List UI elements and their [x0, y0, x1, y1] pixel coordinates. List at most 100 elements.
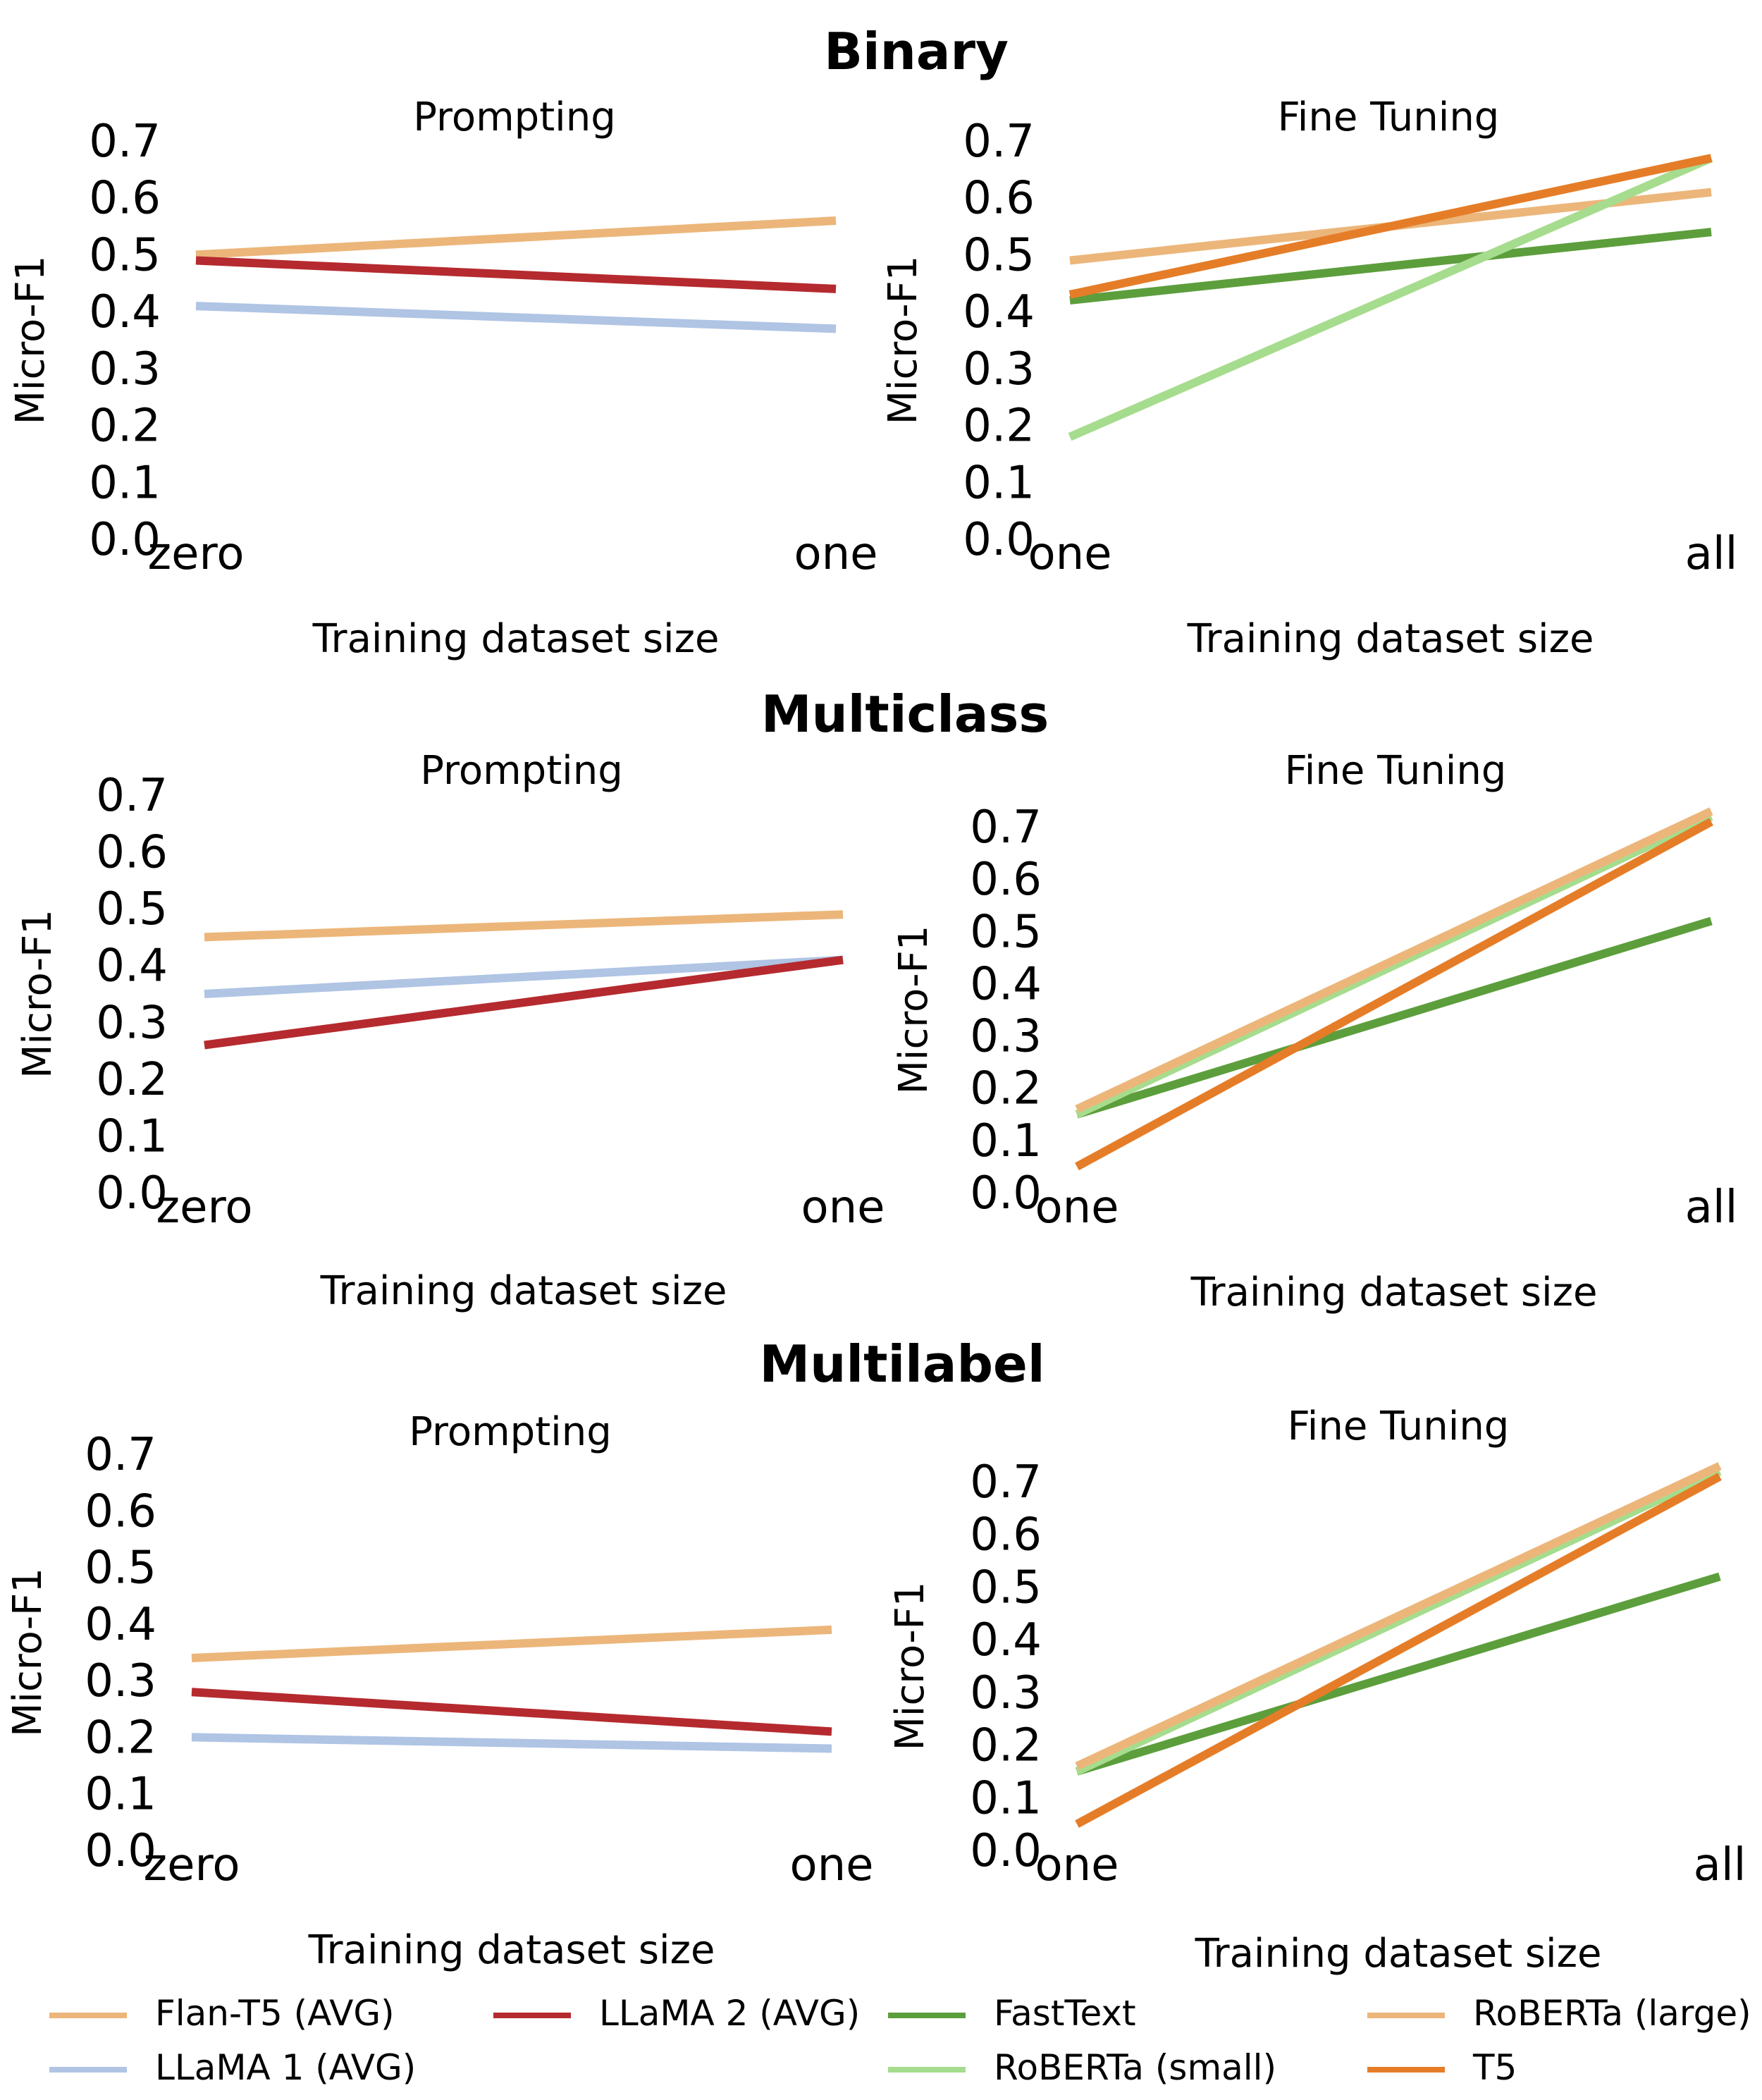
y-tick-label: 0.1 [96, 1110, 168, 1162]
y-tick-label: 0.5 [85, 1542, 156, 1595]
x-tick-label: all [1694, 1839, 1746, 1891]
y-tick-label: 0.4 [970, 1614, 1042, 1666]
y-tick-label: 0.5 [970, 906, 1042, 958]
y-tick-label: 0.2 [96, 1054, 168, 1106]
y-tick-label: 0.5 [963, 229, 1035, 281]
x-tick-label: all [1685, 1181, 1738, 1234]
x-tick-label: one [1035, 1181, 1119, 1234]
y-tick-label: 0.1 [89, 457, 161, 509]
series-line-fasttext [1076, 1572, 1721, 1776]
group-title-multilabel: Multilabel [760, 1334, 1045, 1394]
series-line-llama2 [191, 1688, 832, 1736]
legend-label: T5 [1472, 2047, 1517, 2088]
y-tick-label: 0.1 [970, 1772, 1042, 1824]
y-tick-label: 0.5 [89, 229, 161, 281]
y-tick-label: 0.3 [96, 997, 168, 1049]
panel-multilabel-prompting: Prompting 0.00.10.20.30.40.50.60.7 zero one… [5, 1409, 874, 1973]
y-tick-label: 0.2 [85, 1712, 156, 1764]
series-line-flan [191, 1625, 832, 1663]
y-tick-label: 0.4 [85, 1599, 156, 1651]
legend-label: FastText [994, 1993, 1136, 2034]
y-axis-label: Micro-F1 [15, 909, 61, 1079]
y-tick-label: 0.3 [970, 1011, 1042, 1063]
series-line-roberta_large [1075, 1462, 1722, 1770]
x-tick-label: one [794, 528, 877, 580]
y-tick-label: 0.2 [970, 1063, 1042, 1115]
y-tick-label: 0.5 [96, 883, 168, 935]
series-line-fasttext [1069, 228, 1712, 305]
x-tick-label: zero [147, 528, 244, 580]
y-tick-label: 0.5 [970, 1561, 1042, 1614]
y-axis-label: Micro-F1 [891, 926, 937, 1095]
y-tick-label: 0.3 [89, 343, 161, 395]
y-tick-label: 0.7 [89, 116, 161, 168]
series-line-llama1 [195, 302, 837, 333]
y-axis-label: Micro-F1 [880, 256, 926, 425]
legend-label: LLaMA 1 (AVG) [155, 2047, 416, 2088]
legend: Flan-T5 (AVG) LLaMA 2 (AVG) FastText RoBERT… [49, 1993, 1751, 2088]
series-line-llama1 [204, 955, 844, 998]
subplot-title: Prompting [409, 1409, 612, 1455]
y-tick-label: 0.0 [970, 1825, 1042, 1877]
y-tick-label: 0.7 [85, 1429, 156, 1481]
subplot-title: Prompting [413, 94, 616, 140]
x-tick-label: zero [156, 1181, 252, 1234]
series-line-llama1 [191, 1733, 832, 1753]
subplot-title: Fine Tuning [1288, 1404, 1510, 1449]
series-line-t5 [1068, 154, 1713, 299]
x-tick-label: all [1685, 528, 1738, 580]
y-tick-label: 0.7 [963, 116, 1035, 168]
x-tick-label: one [789, 1839, 873, 1891]
series-line-roberta_small [1068, 154, 1713, 441]
y-axis-label: Micro-F1 [5, 1568, 51, 1737]
x-axis-label: Training dataset size [312, 616, 720, 662]
x-axis-label: Training dataset size [320, 1268, 727, 1314]
y-tick-label: 0.0 [96, 1167, 168, 1220]
legend-item-fasttext: FastText [888, 1993, 1136, 2034]
y-tick-label: 0.6 [970, 854, 1042, 906]
y-tick-label: 0.4 [970, 958, 1042, 1010]
y-tick-label: 0.3 [85, 1655, 156, 1707]
legend-label: LLaMA 2 (AVG) [599, 1993, 860, 2034]
y-tick-label: 0.1 [970, 1115, 1042, 1167]
y-tick-label: 0.4 [963, 286, 1035, 338]
y-tick-label: 0.0 [970, 1167, 1042, 1220]
y-tick-label: 0.6 [970, 1509, 1042, 1561]
x-axis-label: Training dataset size [1195, 1931, 1602, 1977]
legend-label: RoBERTa (small) [994, 2047, 1276, 2088]
series-line-flan [204, 910, 844, 942]
series-line-t5 [1075, 1473, 1722, 1828]
subplot-title: Fine Tuning [1285, 748, 1507, 794]
x-tick-label: one [1028, 528, 1111, 580]
y-tick-label: 0.1 [963, 457, 1035, 509]
y-tick-label: 0.2 [963, 400, 1035, 453]
series-line-flan [195, 216, 837, 259]
legend-item-t5: T5 [1367, 2047, 1517, 2088]
group-title-binary: Binary [824, 22, 1009, 81]
y-tick-label: 0.7 [970, 1456, 1042, 1509]
y-tick-label: 0.6 [963, 173, 1035, 225]
series-line-roberta_small [1075, 812, 1713, 1119]
y-tick-label: 0.7 [970, 802, 1042, 854]
series-line-llama2 [204, 955, 844, 1050]
y-tick-label: 0.1 [85, 1769, 156, 1821]
y-tick-label: 0.6 [85, 1485, 156, 1537]
series-line-llama2 [195, 256, 837, 293]
y-tick-label: 0.6 [89, 173, 161, 225]
y-tick-label: 0.4 [96, 940, 168, 993]
x-axis-label: Training dataset size [308, 1927, 715, 1973]
panel-multiclass-prompting: Prompting 0.00.10.20.30.40.50.60.7 zero one… [15, 748, 885, 1314]
x-tick-label: one [801, 1181, 885, 1234]
subplot-title: Prompting [420, 748, 623, 794]
legend-item-llama1: LLaMA 1 (AVG) [49, 2047, 416, 2088]
panel-binary-prompting: Prompting 0.00.10.20.30.40.50.60.7 zero one… [8, 94, 878, 662]
legend-item-roberta_large: RoBERTa (large) [1367, 1993, 1751, 2034]
y-tick-label: 0.2 [89, 400, 161, 453]
legend-label: RoBERTa (large) [1473, 1993, 1751, 2034]
x-axis-label: Training dataset size [1187, 616, 1594, 662]
subplot-title: Fine Tuning [1278, 94, 1500, 140]
panel-multilabel-fine-tuning: Fine Tuning 0.00.10.20.30.40.50.60.7 one al… [887, 1404, 1746, 1977]
y-tick-label: 0.4 [89, 286, 161, 338]
series-line-roberta_small [1075, 1467, 1722, 1776]
